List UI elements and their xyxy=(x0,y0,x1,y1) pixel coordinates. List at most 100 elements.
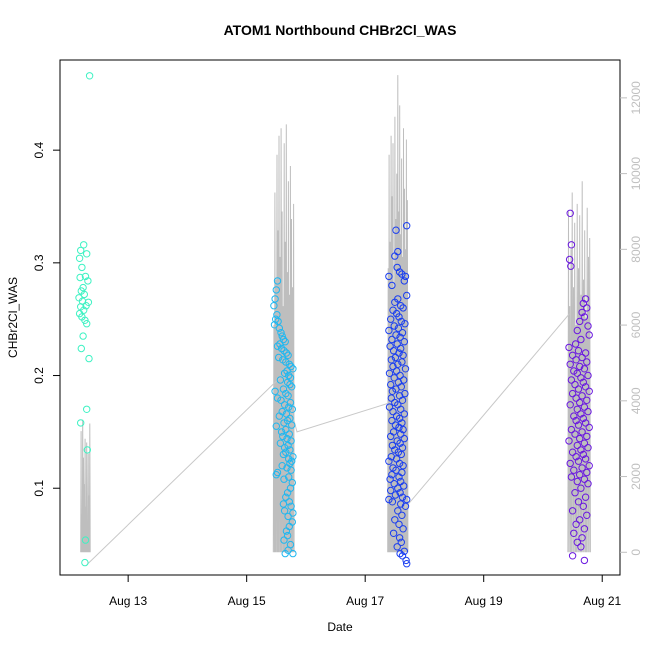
data-point xyxy=(388,498,397,506)
data-point xyxy=(79,332,87,340)
data-point xyxy=(280,419,288,427)
data-point xyxy=(577,446,585,454)
x-tick-label: Aug 21 xyxy=(583,594,621,608)
data-point xyxy=(403,495,411,504)
data-point xyxy=(283,489,292,497)
data-point xyxy=(387,432,395,441)
data-point xyxy=(385,369,394,377)
data-point xyxy=(80,290,89,299)
data-point xyxy=(393,263,401,272)
data-point xyxy=(288,383,296,391)
data-point xyxy=(571,340,580,348)
data-point xyxy=(281,549,289,558)
y-tick-label: 0.3 xyxy=(32,254,46,271)
data-point xyxy=(282,410,291,418)
data-point xyxy=(83,250,91,258)
data-point xyxy=(572,520,580,528)
data-point xyxy=(580,365,589,373)
data-point xyxy=(398,493,407,501)
data-point xyxy=(277,344,286,353)
data-point xyxy=(78,263,86,272)
altitude-line xyxy=(272,124,295,553)
data-point xyxy=(283,378,292,386)
data-point xyxy=(84,277,92,285)
data-point xyxy=(585,423,593,432)
data-point xyxy=(399,351,407,359)
data-point xyxy=(580,525,589,533)
data-point xyxy=(277,396,285,404)
data-point xyxy=(276,340,284,348)
data-point xyxy=(398,396,407,404)
data-point xyxy=(576,317,584,326)
data-point xyxy=(585,331,593,339)
data-point xyxy=(581,383,590,391)
data-point xyxy=(578,308,586,317)
data-point xyxy=(388,441,397,450)
data-point xyxy=(577,410,585,418)
data-point xyxy=(584,322,592,330)
data-point xyxy=(272,315,280,323)
data-point xyxy=(571,430,579,438)
data-point xyxy=(289,509,297,517)
data-point xyxy=(397,344,405,353)
data-point xyxy=(395,414,404,423)
data-point xyxy=(388,281,396,290)
data-point xyxy=(396,439,404,447)
data-point xyxy=(393,340,401,348)
data-point xyxy=(580,475,589,483)
data-point xyxy=(566,209,574,218)
data-point xyxy=(573,477,581,486)
data-point xyxy=(285,473,293,481)
data-point xyxy=(397,317,405,326)
data-point xyxy=(283,434,291,443)
altitude-line xyxy=(387,75,409,553)
data-point xyxy=(289,453,297,461)
data-point xyxy=(577,484,585,492)
data-point xyxy=(77,419,85,427)
track-line xyxy=(86,313,570,566)
data-point xyxy=(397,500,405,508)
y2-tick-label: 12000 xyxy=(629,81,643,115)
data-point xyxy=(584,407,592,416)
data-point xyxy=(286,446,294,454)
data-point xyxy=(567,262,575,270)
data-point xyxy=(387,356,395,364)
data-point xyxy=(82,302,90,310)
data-point xyxy=(394,360,402,368)
data-point xyxy=(398,552,407,560)
data-point xyxy=(568,448,577,456)
data-point xyxy=(282,389,290,398)
data-point xyxy=(400,434,408,443)
data-point xyxy=(398,270,406,278)
altitude-line xyxy=(80,419,91,553)
data-point xyxy=(403,222,411,230)
data-point xyxy=(399,525,407,533)
data-point xyxy=(571,380,579,389)
data-point xyxy=(282,527,291,535)
data-point xyxy=(397,538,405,546)
data-point xyxy=(285,403,293,411)
data-point xyxy=(577,543,585,551)
data-point xyxy=(390,322,398,330)
y2-tick-label: 10000 xyxy=(629,157,643,191)
data-point xyxy=(279,335,288,344)
data-point xyxy=(579,450,587,459)
data-point xyxy=(386,475,394,483)
data-point xyxy=(282,425,290,434)
data-point xyxy=(395,268,404,276)
data-point xyxy=(388,416,396,425)
data-point xyxy=(279,450,288,459)
data-point xyxy=(565,255,574,264)
data-point xyxy=(581,295,590,303)
data-point xyxy=(275,412,283,420)
data-point xyxy=(280,536,288,544)
data-point xyxy=(395,349,403,357)
data-point xyxy=(385,326,393,335)
data-point xyxy=(393,543,401,551)
data-point xyxy=(574,457,583,465)
data-point xyxy=(279,385,288,393)
data-point xyxy=(280,401,289,409)
data-point xyxy=(81,558,89,567)
data-point xyxy=(566,459,574,468)
